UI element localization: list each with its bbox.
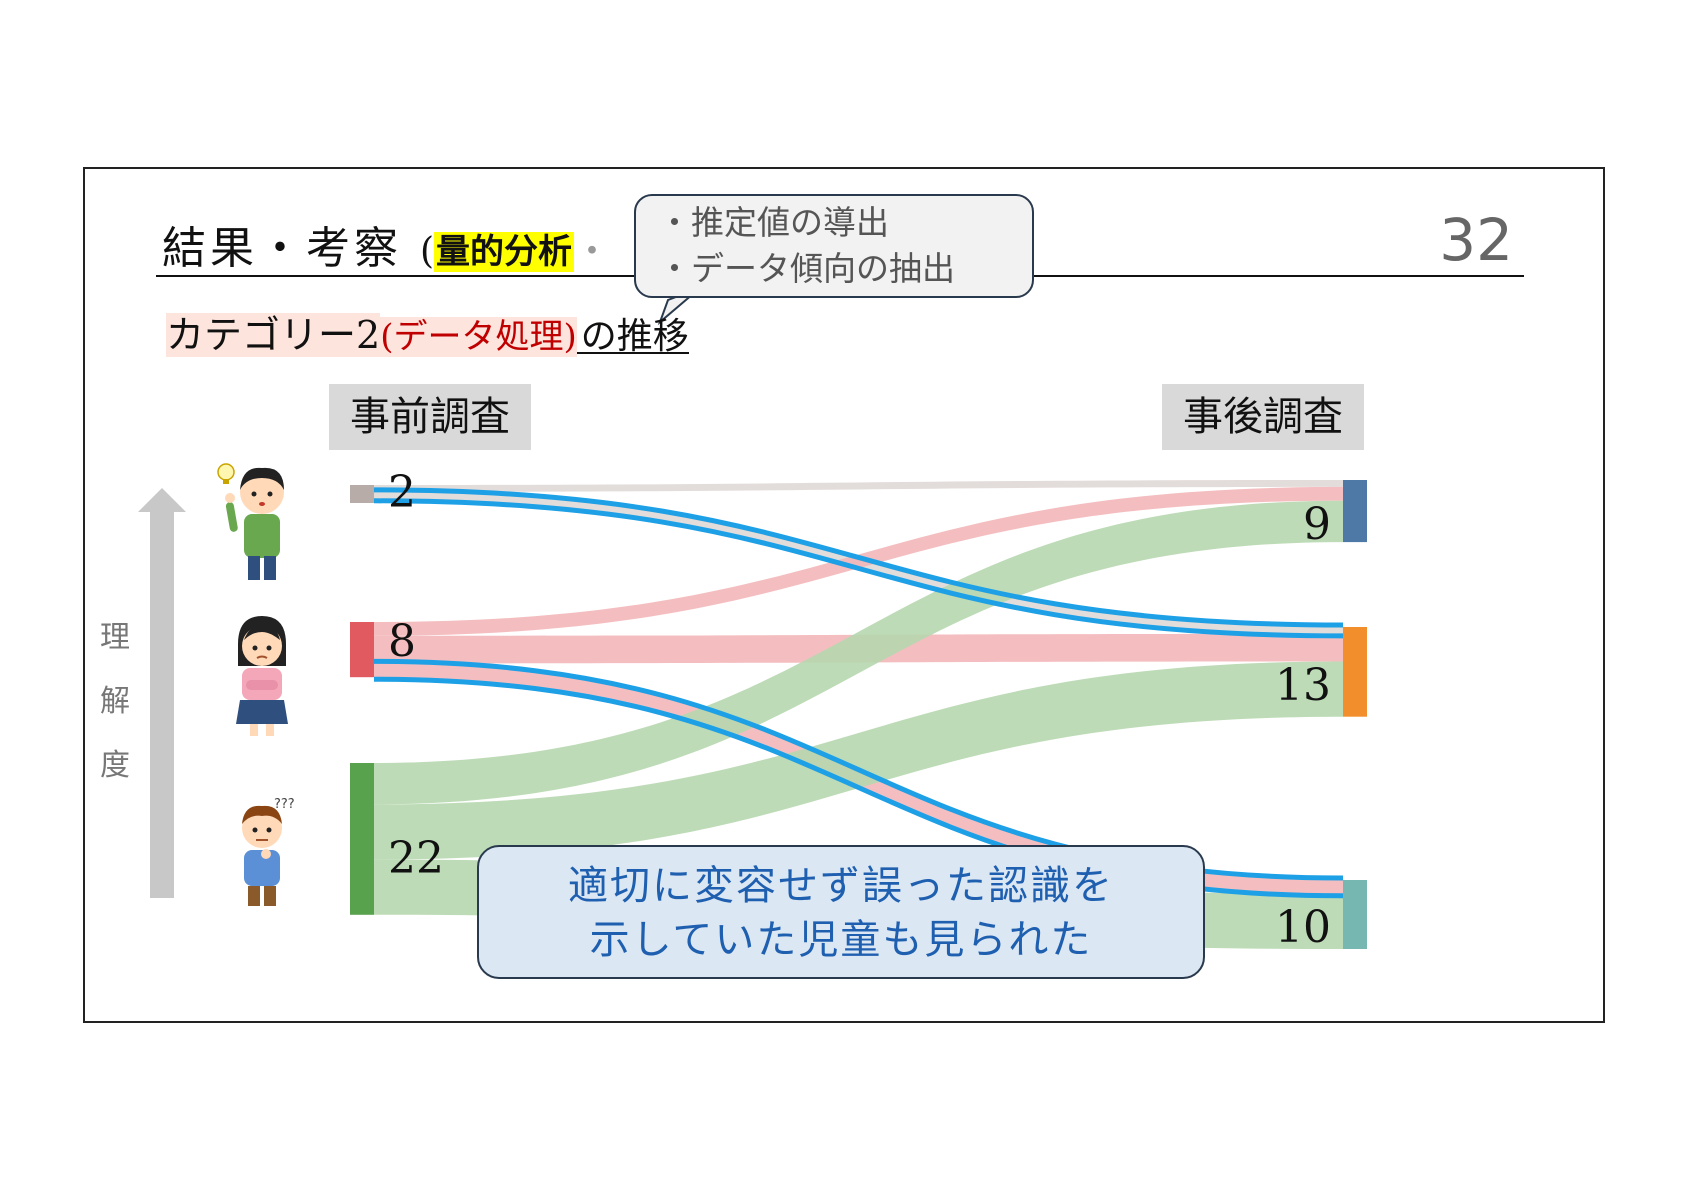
subtitle-paren: (データ処理) [380, 317, 577, 357]
slide-title: 結果・考察 (量的分析・ [162, 212, 610, 276]
sankey-node-post-high [1343, 480, 1367, 543]
axis-label-1: 理 [100, 620, 130, 655]
sankey-link-pre-low-post-mid [374, 661, 1343, 860]
title-highlight: 量的分析 [434, 232, 575, 272]
callout-box: ・推定値の導出 ・データ傾向の抽出 [634, 194, 1034, 298]
subtitle-rest: の推移 [580, 316, 689, 357]
questioning-child-icon: ??? [242, 797, 295, 906]
sankey-label-pre-high: 2 [388, 467, 416, 518]
svg-text:???: ??? [274, 797, 295, 812]
sankey-node-pre-high [350, 485, 374, 503]
subtitle: カテゴリー2(データ処理) の推移 [166, 304, 689, 357]
sankey-label-post-high: 9 [1303, 499, 1331, 550]
axis-label-2: 解 [100, 684, 130, 719]
conclusion-bubble: 適切に変容せず誤った認識を 示していた児童も見られた [477, 845, 1205, 979]
bubble-line-1: 適切に変容せず誤った認識を [568, 863, 1114, 909]
confused-child-icon [236, 616, 288, 736]
sankey-node-pre-low [350, 763, 374, 915]
subtitle-category: カテゴリー2 [166, 313, 381, 357]
title-tail: ・ [574, 231, 611, 272]
sankey-label-pre-mid: 8 [388, 616, 416, 667]
bubble-line-2: 示していた児童も見られた [589, 917, 1093, 963]
sankey-link-pre-high-post-high [374, 480, 1343, 492]
pre-survey-label: 事前調査 [329, 384, 531, 450]
sankey-nodes [350, 480, 1367, 949]
sankey-label-pre-low: 22 [388, 833, 444, 884]
callout-line-2: ・データ傾向の抽出 [658, 249, 955, 288]
callout-line-1: ・推定値の導出 [658, 203, 889, 242]
understanding-child-icon [217, 463, 284, 580]
up-arrow-icon [138, 488, 186, 898]
sankey-node-post-mid [1343, 627, 1367, 717]
title-paren: ( [420, 231, 435, 272]
sankey-label-post-mid: 13 [1275, 660, 1331, 711]
sankey-link-pre-low-post-high [374, 500, 1343, 805]
post-survey-label: 事後調査 [1162, 384, 1364, 450]
sankey-node-labels: 2 8 22 9 13 10 [388, 467, 1331, 953]
page-number: 32 [1439, 206, 1513, 274]
sankey-node-post-low [1343, 880, 1367, 949]
title-main: 結果・考察 [162, 223, 402, 274]
sankey-node-pre-mid [350, 622, 374, 678]
axis-label-3: 度 [100, 748, 130, 783]
sankey-link-pre-mid-post-high [374, 486, 1343, 636]
highlight-edge-top-pre-high [373, 487, 1344, 628]
highlight-edge-bottom-pre-high [373, 498, 1344, 639]
sankey-label-post-low: 10 [1275, 902, 1331, 953]
